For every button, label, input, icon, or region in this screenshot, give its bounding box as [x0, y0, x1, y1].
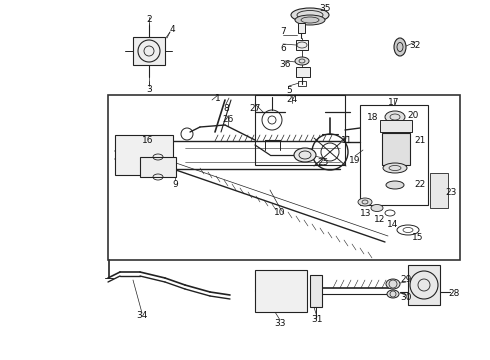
Text: 34: 34	[136, 311, 147, 320]
Text: 21: 21	[415, 135, 426, 144]
Ellipse shape	[385, 111, 405, 123]
Ellipse shape	[386, 279, 400, 289]
Text: 19: 19	[349, 156, 361, 165]
Text: 7: 7	[280, 27, 286, 36]
Ellipse shape	[358, 198, 372, 206]
Text: 17: 17	[388, 98, 400, 107]
Bar	[430, 173, 448, 208]
Text: 31: 31	[311, 315, 323, 324]
Bar	[255, 270, 307, 312]
Text: 35: 35	[319, 4, 331, 13]
Bar	[298, 81, 306, 86]
Text: 29: 29	[400, 275, 412, 284]
Ellipse shape	[371, 204, 383, 212]
Text: 33: 33	[274, 319, 286, 328]
Ellipse shape	[295, 15, 325, 25]
Text: 16: 16	[142, 135, 154, 144]
Bar	[360, 105, 428, 205]
Text: 5: 5	[286, 86, 292, 95]
Bar	[296, 67, 310, 77]
Text: 24: 24	[286, 95, 297, 104]
Text: 9: 9	[172, 180, 178, 189]
Bar	[115, 135, 173, 175]
Bar	[140, 157, 176, 177]
Text: 15: 15	[412, 234, 424, 243]
Text: 3: 3	[146, 85, 152, 94]
Text: 23: 23	[445, 188, 457, 197]
Bar	[380, 120, 412, 132]
Bar	[296, 40, 308, 50]
Text: 2: 2	[146, 14, 152, 23]
Text: 14: 14	[387, 220, 399, 229]
Ellipse shape	[387, 290, 399, 298]
Text: 4: 4	[169, 24, 175, 33]
Ellipse shape	[291, 8, 329, 22]
Text: 27: 27	[249, 104, 261, 112]
Text: 18: 18	[367, 112, 379, 122]
Bar	[108, 95, 460, 260]
Text: 20: 20	[407, 111, 418, 120]
Bar	[408, 265, 440, 305]
Text: 30: 30	[400, 293, 412, 302]
Text: 12: 12	[374, 215, 386, 224]
Text: 11: 11	[341, 135, 353, 144]
Ellipse shape	[295, 57, 309, 65]
Bar	[255, 95, 345, 165]
Text: 6: 6	[280, 44, 286, 53]
Text: 10: 10	[274, 207, 286, 216]
Bar	[298, 23, 305, 33]
Text: 32: 32	[409, 41, 421, 50]
Bar	[310, 275, 322, 307]
Text: 26: 26	[222, 114, 234, 123]
Ellipse shape	[394, 38, 406, 56]
Text: 25: 25	[318, 158, 329, 166]
Text: 8: 8	[223, 104, 229, 112]
Text: 28: 28	[448, 288, 460, 297]
Text: 36: 36	[279, 59, 291, 68]
Text: 22: 22	[415, 180, 426, 189]
Ellipse shape	[386, 181, 404, 189]
Ellipse shape	[383, 163, 407, 173]
Bar	[133, 37, 165, 65]
Ellipse shape	[294, 148, 316, 162]
Text: 13: 13	[360, 208, 372, 217]
Text: 1: 1	[215, 94, 221, 103]
Bar	[382, 133, 410, 165]
